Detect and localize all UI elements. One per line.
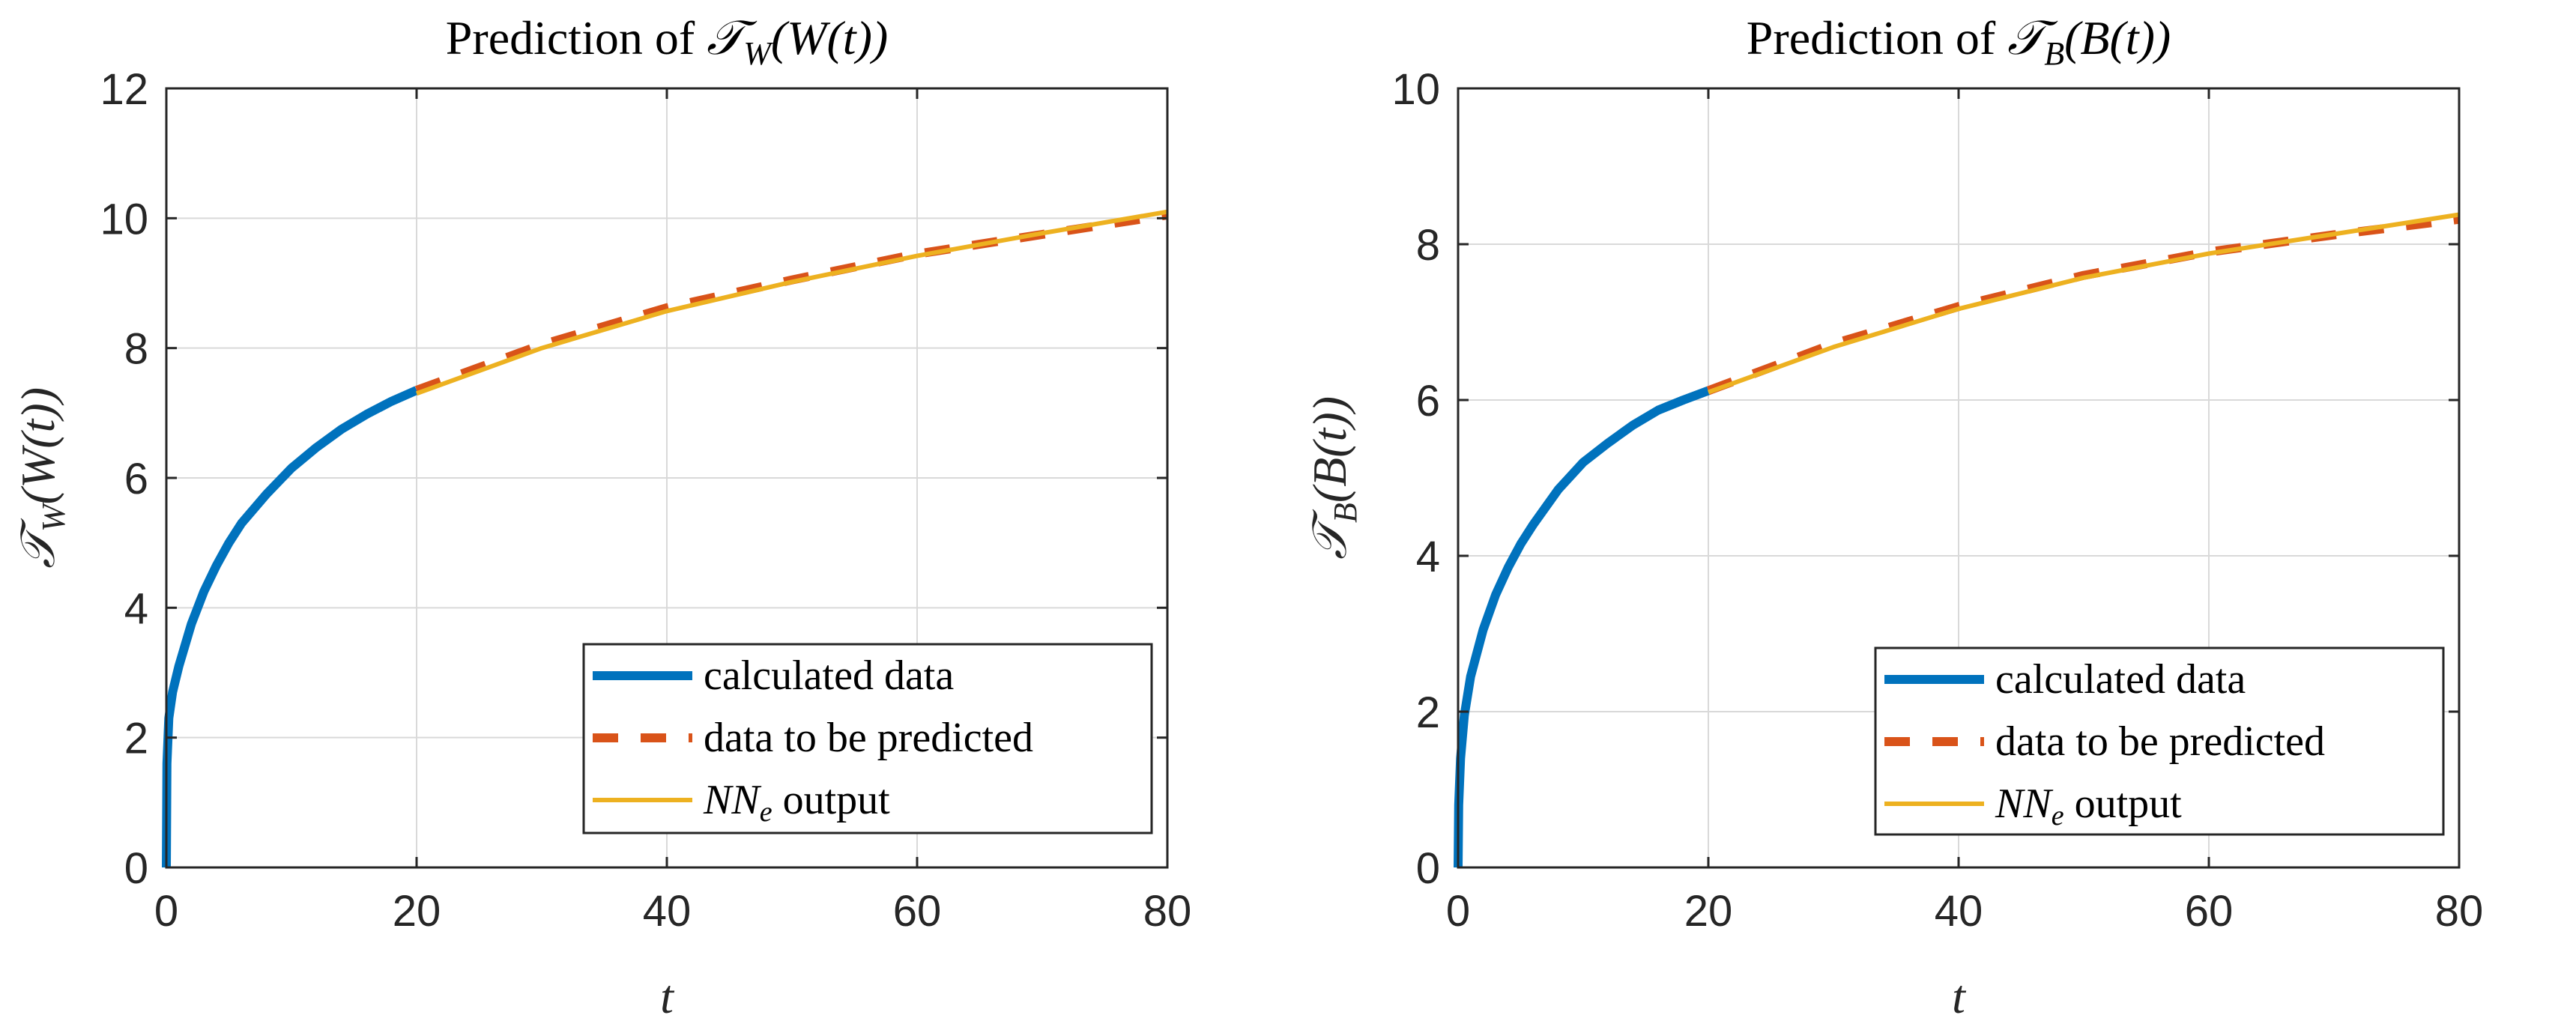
title-argument: (W(t)) [771,11,888,64]
series-line-calculated [1454,386,1711,868]
y-tick-label: 2 [124,715,148,763]
y-tick-label: 10 [100,195,148,243]
title-prefix: Prediction of [1747,11,2007,64]
ylabel-subscript: B [1327,503,1364,523]
title-subscript: W [743,35,773,72]
y-axis-label: 𝒯W(W(t)) [11,387,72,569]
x-tick-label: 0 [1446,887,1470,936]
x-tick-label: 80 [1143,887,1192,936]
legend: calculated data data to be predicted NNe o… [582,643,1153,834]
chart-title: Prediction of 𝒯W(W(t)) [446,11,888,72]
legend-label-predicted: data to be predicted [704,715,1033,761]
ylabel-argument: (B(t)) [1303,396,1356,503]
legend-label-nn-output: NNe output [1995,781,2182,831]
legend: calculated data data to be predicted NNe o… [1874,646,2445,836]
y-tick-label: 4 [1416,533,1440,581]
ylabel-subscript: W [35,502,72,532]
x-tick-label: 0 [154,887,178,936]
legend-nn: NN [1995,781,2053,827]
y-tick-label: 4 [124,584,148,633]
chart-prediction-tw: 0 20 40 60 80 0 2 4 6 8 10 12 Prediction of 𝒯W(W(t))… [11,11,1191,1023]
x-tick-label: 40 [643,887,692,936]
legend-nn-subscript: e [2052,800,2064,831]
x-tick-label: 40 [1935,887,1983,936]
x-tick-label: 60 [893,887,942,936]
y-tick-label: 2 [1416,688,1440,737]
y-tick-label: 6 [1416,377,1440,425]
legend-output-word: output [2064,781,2183,827]
series-line-calculated [162,386,419,868]
grid [166,88,1168,868]
y-tick-label: 8 [124,325,148,374]
legend-label-calculated: calculated data [704,652,954,699]
legend-nn: NN [703,777,761,823]
chart-title: Prediction of 𝒯B(B(t)) [1747,11,2171,72]
x-axis-label: t [660,970,675,1023]
x-tick-label: 60 [2185,887,2234,936]
legend-nn-subscript: e [760,796,773,828]
series-line-nn-output [415,209,1168,396]
y-tick-label: 6 [124,455,148,503]
legend-label-nn-output: NNe output [703,777,890,828]
legend-label-calculated: calculated data [1995,656,2246,703]
x-tick-label: 20 [393,887,441,936]
y-tick-label: 10 [1391,65,1440,114]
x-tick-label: 20 [1684,887,1733,936]
title-prefix: Prediction of [446,11,707,64]
chart-prediction-tb: 0 20 40 60 80 0 2 4 6 8 10 Prediction of 𝒯B(B(t)) t 𝒯… [1303,11,2483,1023]
y-tick-label: 8 [1416,221,1440,270]
legend-label-predicted: data to be predicted [1995,718,2325,765]
y-tick-label: 0 [124,844,148,893]
title-subscript: B [2044,35,2064,72]
y-axis-label: 𝒯B(B(t)) [1303,396,1364,560]
x-tick-label: 80 [2435,887,2484,936]
y-tick-label: 0 [1416,844,1440,893]
ylabel-argument: (W(t)) [11,387,64,504]
x-axis-label: t [1952,970,1967,1023]
series-line-nn-output [1707,212,2460,395]
y-tick-label: 12 [100,65,148,114]
legend-output-word: output [773,777,891,823]
title-argument: (B(t)) [2064,11,2171,64]
